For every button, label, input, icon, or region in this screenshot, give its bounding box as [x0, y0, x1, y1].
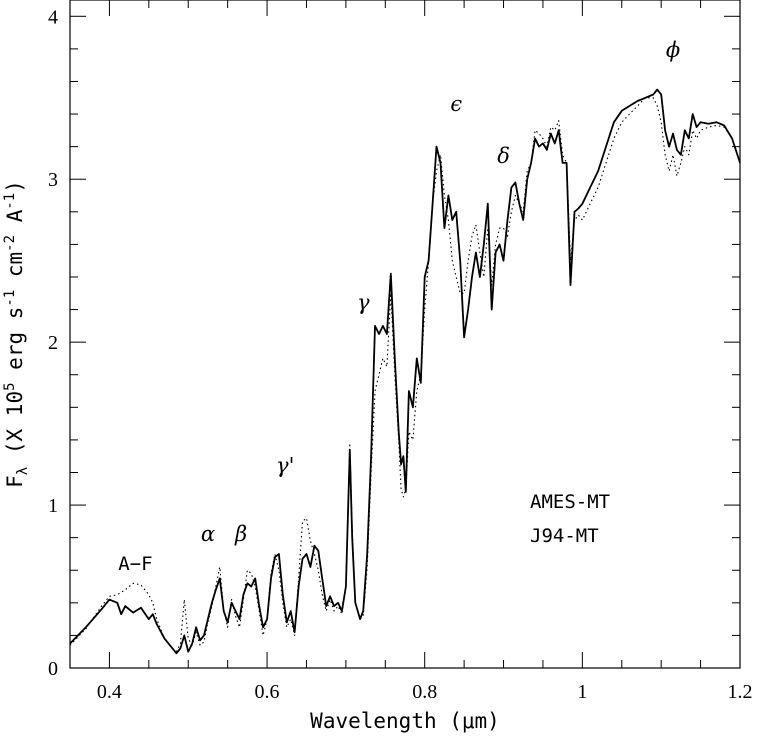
y-tick-label: 0: [48, 658, 58, 680]
y-tick-label: 4: [48, 6, 58, 28]
y-axis-label: Fλ (X 105 erg s-1 cm-2 A-1): [2, 180, 31, 488]
band-annotation: γ': [276, 453, 294, 477]
band-annotation: δ: [497, 144, 510, 168]
band-annotation: β: [234, 522, 247, 546]
band-annotation: ϕ: [666, 38, 680, 62]
band-annotation: A−F: [118, 553, 152, 575]
series-layer: [69, 88, 741, 655]
plot-frame: [69, 0, 741, 669]
series-line-ames-mt: [69, 88, 741, 655]
annotation-layer: A−F α β γ' γ ϵ δ ϕ: [118, 38, 680, 575]
series-line-j94-mt: [69, 97, 741, 653]
legend-entry-ames-mt: AMES-MT: [530, 491, 610, 513]
x-tick-label: 0.8: [412, 681, 437, 703]
x-tick-label: 1: [577, 681, 587, 703]
x-tick-label: 0.4: [97, 681, 122, 703]
axis-tick-labels: 0.4 0.6 0.8 1 1.2 0 1 2 3 4: [48, 6, 753, 703]
legend-entry-j94-mt: J94-MT: [530, 525, 599, 547]
axis-ticks: [69, 0, 741, 669]
x-tick-label: 0.6: [255, 681, 280, 703]
x-axis-label: Wavelength (μm): [310, 709, 500, 733]
y-tick-label: 3: [48, 169, 58, 191]
y-tick-label: 1: [48, 495, 58, 517]
band-annotation: γ: [357, 291, 370, 315]
y-tick-label: 2: [48, 332, 58, 354]
band-annotation: α: [201, 522, 215, 546]
x-tick-label: 1.2: [728, 681, 753, 703]
band-annotation: ϵ: [450, 92, 462, 116]
